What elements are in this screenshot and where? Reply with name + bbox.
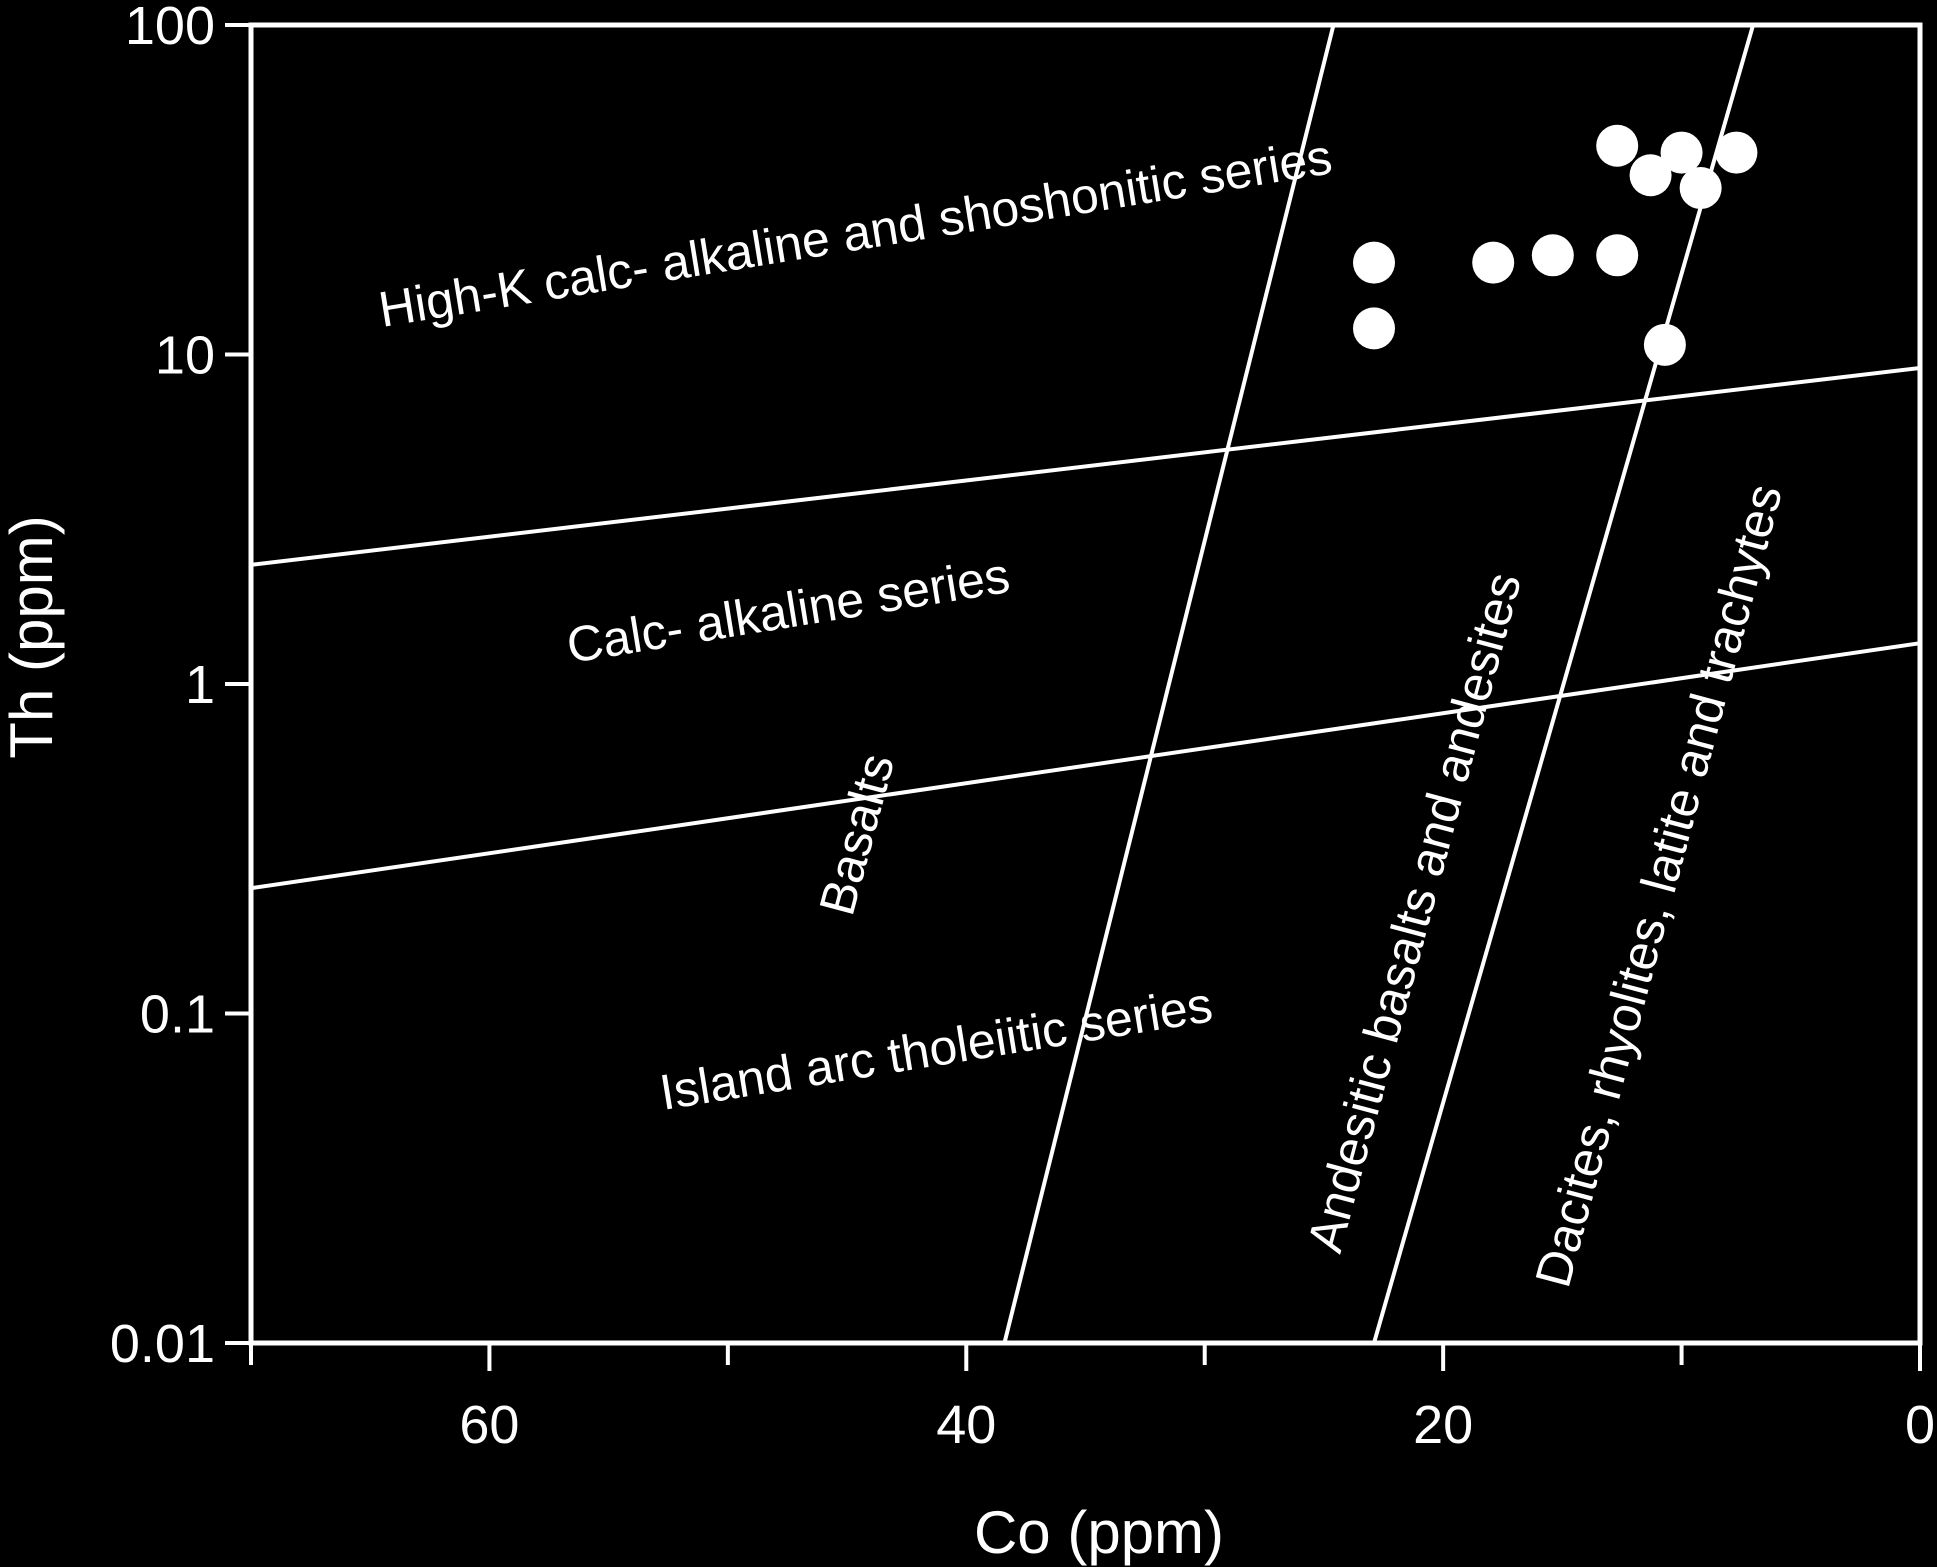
- data-point-8: [1660, 131, 1703, 174]
- y-axis-ticks: 100 10 1 0.1 0.01: [110, 0, 251, 1374]
- data-point-4: [1531, 234, 1574, 277]
- series-boundary-upper: [250, 366, 1921, 567]
- series-boundary-lower: [250, 641, 1921, 891]
- data-point-1: [1352, 241, 1395, 284]
- x-axis-title: Co (ppm): [974, 1499, 1224, 1566]
- boundary-lines: [250, 24, 1921, 1344]
- data-point-9: [1679, 167, 1722, 210]
- y-tick-label-1: 1: [185, 655, 215, 715]
- y-tick-label-10: 10: [155, 326, 215, 386]
- data-point-3: [1472, 241, 1515, 284]
- data-point-5: [1596, 234, 1639, 277]
- rock-boundary-right: [1372, 24, 1756, 1344]
- x-tick-label-0: 0: [1905, 1395, 1935, 1455]
- data-points: [1352, 124, 1758, 366]
- x-tick-label-40: 40: [936, 1395, 996, 1455]
- x-tick-label-20: 20: [1413, 1395, 1473, 1455]
- data-point-7: [1629, 154, 1672, 197]
- data-point-2: [1352, 307, 1395, 350]
- y-tick-label-0.01: 0.01: [110, 1314, 215, 1374]
- x-axis-ticks: 60 40 20 0: [249, 1343, 1935, 1455]
- y-tick-label-100: 100: [125, 0, 215, 56]
- x-tick-label-60: 60: [459, 1395, 519, 1455]
- data-point-11: [1643, 323, 1686, 366]
- rock-boundary-left: [1002, 24, 1336, 1344]
- data-point-6: [1596, 124, 1639, 167]
- y-axis-title: Th (ppm): [0, 515, 65, 758]
- y-tick-label-0.1: 0.1: [140, 985, 215, 1045]
- data-point-10: [1715, 131, 1758, 174]
